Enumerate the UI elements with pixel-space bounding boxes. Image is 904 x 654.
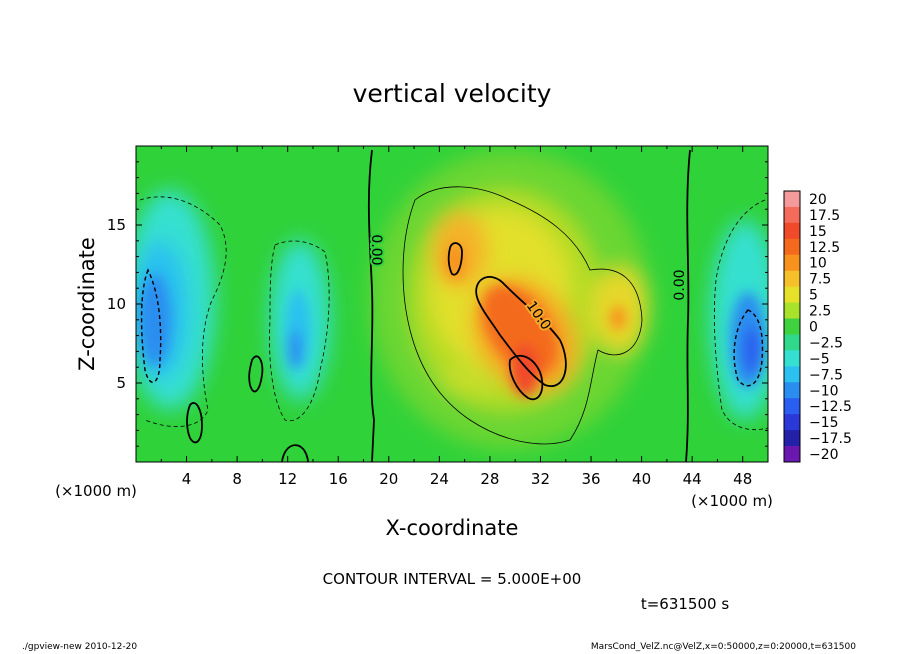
- colorbar-swatch: [784, 286, 800, 304]
- colorbar-label: 20: [809, 192, 827, 208]
- x-units-left: (×1000 m): [55, 482, 137, 500]
- x-tick-label: 4: [182, 470, 192, 488]
- x-tick-label: 24: [430, 470, 449, 488]
- colorbar: 2017.51512.5107.552.50−2.5−5−7.5−10−12.5…: [783, 190, 852, 463]
- colorbar-label: −20: [809, 447, 839, 463]
- colorbar-label: 15: [809, 224, 827, 240]
- footer-left: ./gpview-new 2010-12-20: [22, 642, 138, 652]
- contour-interval: CONTOUR INTERVAL = 5.000E+00: [323, 570, 582, 588]
- colorbar-label: −2.5: [809, 335, 843, 351]
- colorbar-swatch: [784, 238, 800, 256]
- time-annotation: t=631500 s: [641, 595, 729, 613]
- x-tick-label: 12: [278, 470, 297, 488]
- x-units-right: (×1000 m): [691, 492, 773, 510]
- x-tick-label: 28: [480, 470, 499, 488]
- colorbar-swatch: [784, 446, 800, 463]
- colorbar-swatch: [784, 430, 800, 447]
- colorbar-swatch: [784, 254, 800, 272]
- colorbar-swatch: [784, 350, 800, 367]
- x-tick-label: 8: [232, 470, 242, 488]
- colorbar-label: 5: [809, 288, 818, 304]
- x-axis-label: X-coordinate: [386, 516, 519, 540]
- colorbar-swatch: [784, 222, 800, 240]
- colorbar-label: 17.5: [809, 208, 840, 224]
- colorbar-swatch: [784, 302, 800, 320]
- colorbar-label: −15: [809, 415, 839, 431]
- y-tick-label: 10: [107, 295, 126, 313]
- y-tick-label: 15: [107, 216, 126, 234]
- colorbar-swatch: [784, 334, 800, 351]
- contour-label-left: 0.00: [368, 234, 384, 265]
- y-tick-label: 5: [116, 374, 126, 392]
- colorbar-label: −12.5: [809, 399, 852, 415]
- x-tick-label: 20: [379, 470, 398, 488]
- colorbar-swatch: [784, 366, 800, 383]
- colorbar-swatch: [784, 191, 800, 208]
- colorbar-frame: [783, 190, 801, 463]
- colorbar-swatch: [784, 206, 800, 224]
- colorbar-swatch: [784, 414, 800, 431]
- plot-area: [136, 146, 768, 462]
- x-tick-label: 44: [683, 470, 702, 488]
- field-core: [139, 244, 766, 396]
- colorbar-label: 10: [809, 256, 827, 272]
- colorbar-label: 2.5: [809, 304, 831, 320]
- x-tick-label: 32: [531, 470, 550, 488]
- colorbar-label: 7.5: [809, 272, 831, 288]
- y-axis-label: Z-coordinate: [75, 237, 99, 371]
- y-axis-ticks: 5 10 15: [107, 161, 768, 447]
- colorbar-label: −5: [809, 351, 830, 367]
- colorbar-swatch: [784, 318, 800, 335]
- colorbar-label: −10: [809, 383, 839, 399]
- colorbar-swatch: [784, 382, 800, 399]
- colorbar-label: −7.5: [809, 367, 843, 383]
- contour-label-right: 0.00: [672, 269, 688, 300]
- colorbar-swatch: [784, 270, 800, 288]
- x-axis-ticks: 4 8 12 16 20 24 28 32 36 40 44 48: [135, 146, 769, 488]
- colorbar-label: −17.5: [809, 431, 852, 447]
- colorbar-label: 12.5: [809, 240, 840, 256]
- contours: [139, 149, 768, 462]
- footer-right: MarsCond_VelZ.nc@VelZ,x=0:50000,z=0:2000…: [590, 642, 856, 652]
- colorbar-label: 0: [809, 320, 818, 336]
- x-tick-label: 36: [581, 470, 600, 488]
- chart-title: vertical velocity: [353, 79, 552, 108]
- x-tick-label: 48: [733, 470, 752, 488]
- x-tick-label: 40: [632, 470, 651, 488]
- x-tick-label: 16: [329, 470, 348, 488]
- colorbar-swatch: [784, 398, 800, 415]
